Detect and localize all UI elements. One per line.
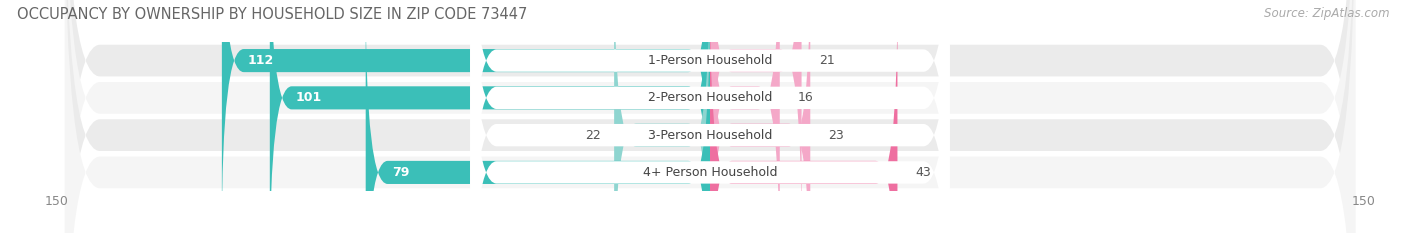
- FancyBboxPatch shape: [470, 0, 950, 233]
- Text: 79: 79: [392, 166, 409, 179]
- FancyBboxPatch shape: [65, 0, 1355, 233]
- FancyBboxPatch shape: [710, 0, 810, 233]
- Text: 1-Person Household: 1-Person Household: [648, 54, 772, 67]
- Text: 16: 16: [797, 91, 813, 104]
- FancyBboxPatch shape: [65, 0, 1355, 233]
- Text: 3-Person Household: 3-Person Household: [648, 129, 772, 142]
- FancyBboxPatch shape: [65, 0, 1355, 233]
- FancyBboxPatch shape: [270, 0, 710, 233]
- Text: 2-Person Household: 2-Person Household: [648, 91, 772, 104]
- FancyBboxPatch shape: [614, 0, 710, 233]
- Text: 22: 22: [585, 129, 602, 142]
- FancyBboxPatch shape: [470, 0, 950, 233]
- FancyBboxPatch shape: [710, 0, 897, 233]
- Text: 112: 112: [247, 54, 274, 67]
- FancyBboxPatch shape: [65, 0, 1355, 233]
- FancyBboxPatch shape: [710, 0, 780, 233]
- FancyBboxPatch shape: [366, 0, 710, 233]
- FancyBboxPatch shape: [222, 0, 710, 233]
- Text: Source: ZipAtlas.com: Source: ZipAtlas.com: [1264, 7, 1389, 20]
- Text: 23: 23: [828, 129, 844, 142]
- FancyBboxPatch shape: [470, 0, 950, 233]
- FancyBboxPatch shape: [710, 0, 801, 233]
- Text: 4+ Person Household: 4+ Person Household: [643, 166, 778, 179]
- Text: 21: 21: [818, 54, 835, 67]
- FancyBboxPatch shape: [470, 0, 950, 233]
- Text: OCCUPANCY BY OWNERSHIP BY HOUSEHOLD SIZE IN ZIP CODE 73447: OCCUPANCY BY OWNERSHIP BY HOUSEHOLD SIZE…: [17, 7, 527, 22]
- Text: 101: 101: [295, 91, 322, 104]
- Text: 43: 43: [915, 166, 931, 179]
